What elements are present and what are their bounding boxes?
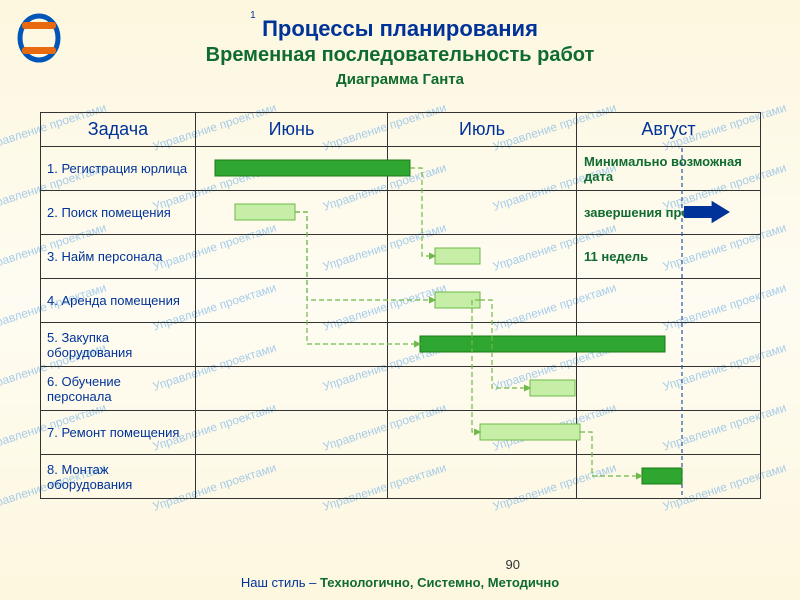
gantt-cell [388, 455, 577, 499]
note-text: завершения проекта [578, 205, 759, 220]
gantt-cell [577, 455, 761, 499]
gantt-cell [196, 191, 388, 235]
gantt-cell [196, 411, 388, 455]
task-label: 5. Закупка оборудования [41, 323, 196, 367]
gantt-cell [196, 367, 388, 411]
gantt-cell [388, 147, 577, 191]
logo [16, 12, 62, 64]
gantt-cell [577, 323, 761, 367]
gantt-cell [196, 279, 388, 323]
gantt-cell [388, 191, 577, 235]
chart-title: Диаграмма Ганта [0, 71, 800, 88]
note-text: Минимально возможная дата [578, 154, 759, 184]
task-label: 1. Регистрация юрлица [41, 147, 196, 191]
note-text: 11 недель [578, 249, 759, 264]
gantt-cell [577, 279, 761, 323]
gantt-cell: 11 недель [577, 235, 761, 279]
gantt-cell [196, 323, 388, 367]
title-small: 1 [250, 10, 256, 21]
column-header: Июль [388, 113, 577, 147]
task-label: 3. Найм персонала [41, 235, 196, 279]
page-number: 90 [506, 557, 520, 572]
footer-text: Технологично, Системно, Методично [320, 575, 559, 590]
column-header: Август [577, 113, 761, 147]
gantt-table: ЗадачаИюньИюльАвгуст 1. Регистрация юрлиц… [40, 112, 761, 499]
gantt-cell [388, 279, 577, 323]
footer-prefix: Наш стиль – [241, 575, 320, 590]
task-label: 6. Обучение персонала [41, 367, 196, 411]
column-header: Июнь [196, 113, 388, 147]
task-label: 4. Аренда помещения [41, 279, 196, 323]
gantt-cell: завершения проекта [577, 191, 761, 235]
gantt-cell [196, 235, 388, 279]
gantt-cell [388, 367, 577, 411]
column-header: Задача [41, 113, 196, 147]
gantt-cell [388, 411, 577, 455]
title-block: 1 Процессы планирования Временная послед… [0, 0, 800, 88]
gantt-cell [577, 367, 761, 411]
task-label: 8. Монтаж оборудования [41, 455, 196, 499]
gantt-cell [577, 411, 761, 455]
gantt-cell [388, 323, 577, 367]
task-label: 2. Поиск помещения [41, 191, 196, 235]
gantt-chart: ЗадачаИюньИюльАвгуст 1. Регистрация юрлиц… [40, 112, 760, 499]
footer: Наш стиль – Технологично, Системно, Мето… [0, 575, 800, 590]
gantt-cell [196, 147, 388, 191]
gantt-cell: Минимально возможная дата [577, 147, 761, 191]
subtitle: Временная последовательность работ [0, 44, 800, 67]
gantt-cell [388, 235, 577, 279]
page-title: Процессы планирования [262, 16, 538, 41]
task-label: 7. Ремонт помещения [41, 411, 196, 455]
gantt-cell [196, 455, 388, 499]
